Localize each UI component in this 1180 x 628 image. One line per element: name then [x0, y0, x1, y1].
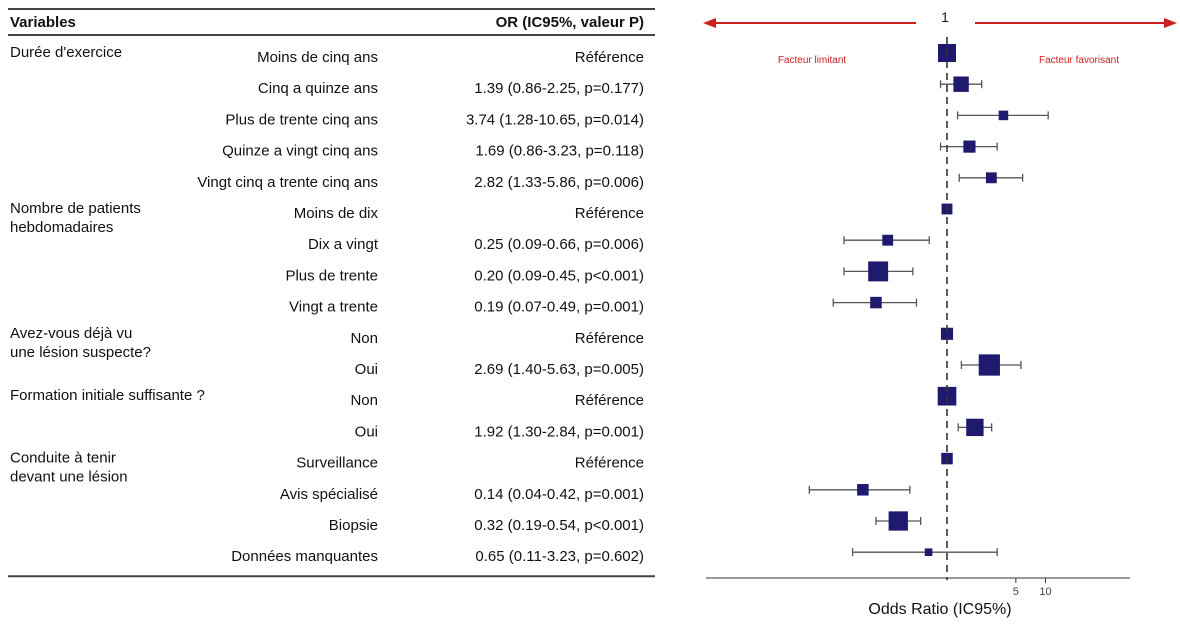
or-marker — [888, 511, 908, 531]
x-axis-title: Odds Ratio (IC95%) — [868, 601, 1011, 618]
or-marker — [966, 418, 984, 437]
group-label: hebdomadaires — [10, 219, 113, 236]
reference-marker — [940, 327, 954, 340]
or-marker — [924, 548, 933, 556]
row-level-label: Cinq a quinze ans — [258, 80, 378, 97]
row-estimate-text: Référence — [575, 330, 644, 347]
row-level-label: Plus de trente — [285, 267, 378, 284]
or-marker — [978, 354, 1000, 376]
row-estimate-text: 0.65 (0.11-3.23, p=0.602) — [475, 548, 644, 565]
row-level-label: Quinze a vingt cinq ans — [222, 143, 378, 160]
row-estimate-text: 0.32 (0.19-0.54, p<0.001) — [474, 517, 644, 534]
or-marker — [857, 484, 869, 496]
row-estimate-text: 0.20 (0.09-0.45, p<0.001) — [474, 267, 644, 284]
row-level-label: Surveillance — [296, 455, 378, 472]
row-estimate-text: 1.92 (1.30-2.84, p=0.001) — [474, 423, 644, 440]
reference-marker — [937, 386, 957, 406]
row-level-label: Oui — [355, 361, 378, 378]
row-level-label: Dix a vingt — [308, 236, 379, 253]
row-estimate-text: 0.25 (0.09-0.66, p=0.006) — [474, 236, 644, 253]
x-tick-label: 10 — [1039, 586, 1051, 598]
row-level-label: Données manquantes — [231, 548, 378, 565]
row-estimate-text: 1.69 (0.86-3.23, p=0.118) — [475, 143, 644, 160]
group-label: une lésion suspecte? — [10, 344, 151, 361]
group-label: Nombre de patients — [10, 200, 141, 217]
group-label: Conduite à tenir — [10, 450, 116, 467]
row-estimate-text: 3.74 (1.28-10.65, p=0.014) — [466, 111, 644, 128]
row-level-label: Non — [350, 392, 378, 409]
or-marker — [963, 140, 976, 153]
or-marker — [870, 296, 882, 309]
row-estimate-text: Référence — [575, 455, 644, 472]
annotation-left: Facteur limitant — [778, 55, 847, 66]
arrow-right-head — [1164, 18, 1177, 28]
row-level-label: Plus de trente cinq ans — [225, 111, 378, 128]
row-level-label: Moins de cinq ans — [257, 49, 378, 66]
header-variables: Variables — [10, 14, 76, 31]
row-level-label: Non — [350, 330, 378, 347]
row-estimate-text: 1.39 (0.86-2.25, p=0.177) — [474, 80, 644, 97]
or-marker — [882, 234, 894, 246]
row-estimate-text: Référence — [575, 205, 644, 222]
arrow-left-head — [703, 18, 716, 28]
or-marker — [953, 76, 969, 92]
or-marker — [985, 172, 997, 184]
group-label: Avez-vous déjà vu — [10, 325, 132, 342]
row-level-label: Vingt a trente — [289, 299, 378, 316]
row-estimate-text: 0.14 (0.04-0.42, p=0.001) — [474, 486, 644, 503]
row-estimate-text: Référence — [575, 392, 644, 409]
reference-value-label: 1 — [941, 9, 949, 25]
row-level-label: Vingt cinq a trente cinq ans — [197, 174, 378, 191]
row-estimate-text: 2.69 (1.40-5.63, p=0.005) — [474, 361, 644, 378]
x-tick-label: 5 — [1013, 586, 1019, 598]
row-level-label: Avis spécialisé — [280, 486, 378, 503]
row-estimate-text: Référence — [575, 49, 644, 66]
group-label: Durée d'exercice — [10, 44, 122, 61]
annotation-right: Facteur favorisant — [1039, 55, 1119, 66]
row-estimate-text: 2.82 (1.33-5.86, p=0.006) — [474, 174, 644, 191]
row-estimate-text: 0.19 (0.07-0.49, p=0.001) — [474, 299, 644, 316]
row-level-label: Moins de dix — [294, 205, 379, 222]
or-marker — [868, 261, 889, 282]
group-label: Formation initiale suffisante ? — [10, 387, 205, 404]
header-estimate: OR (IC95%, valeur P) — [496, 14, 644, 31]
or-marker — [998, 110, 1009, 121]
group-label: devant une lésion — [10, 469, 128, 486]
row-level-label: Biopsie — [329, 517, 378, 534]
row-level-label: Oui — [355, 423, 378, 440]
